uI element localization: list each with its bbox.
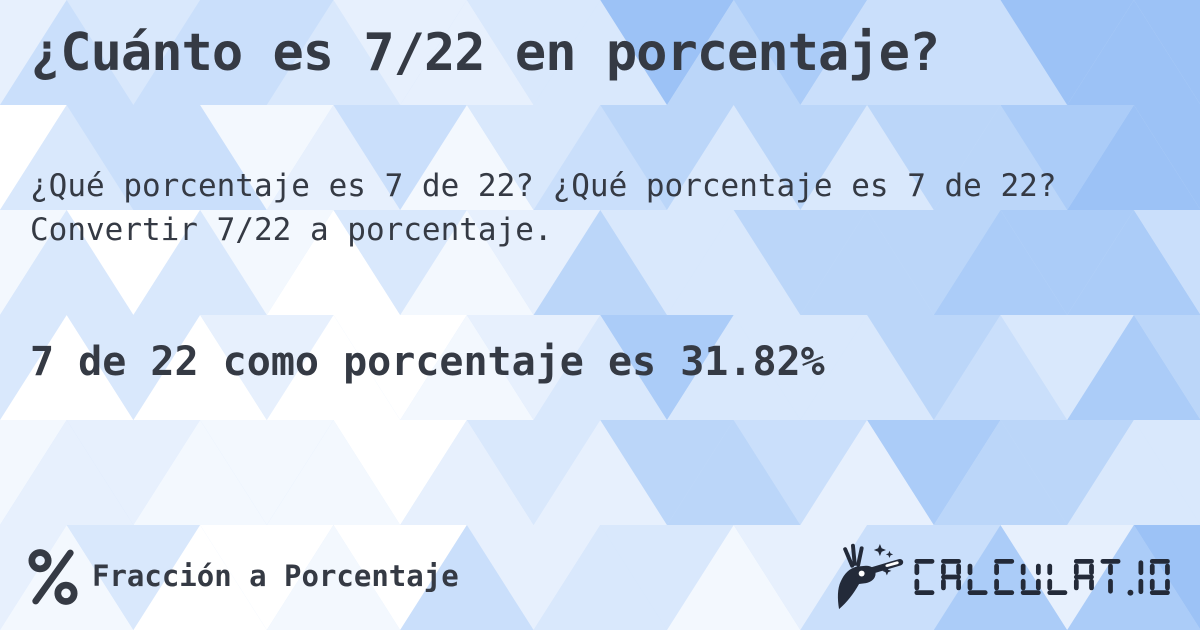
category: Fracción a Porcentaje bbox=[28, 548, 459, 606]
footer: Fracción a Porcentaje bbox=[28, 542, 1176, 612]
result-text: 7 de 22 como porcentaje es 31.82% bbox=[30, 339, 825, 385]
category-label: Fracción a Porcentaje bbox=[92, 559, 459, 593]
page-title: ¿Cuánto es 7/22 en porcentaje? bbox=[30, 23, 940, 83]
percent-icon bbox=[28, 549, 78, 605]
description-text: ¿Qué porcentaje es 7 de 22? ¿Qué porcent… bbox=[30, 168, 1057, 248]
logo-wordmark bbox=[914, 558, 1170, 596]
calculatio-logo bbox=[826, 543, 1176, 611]
magic-wand-hand-icon bbox=[837, 543, 904, 610]
